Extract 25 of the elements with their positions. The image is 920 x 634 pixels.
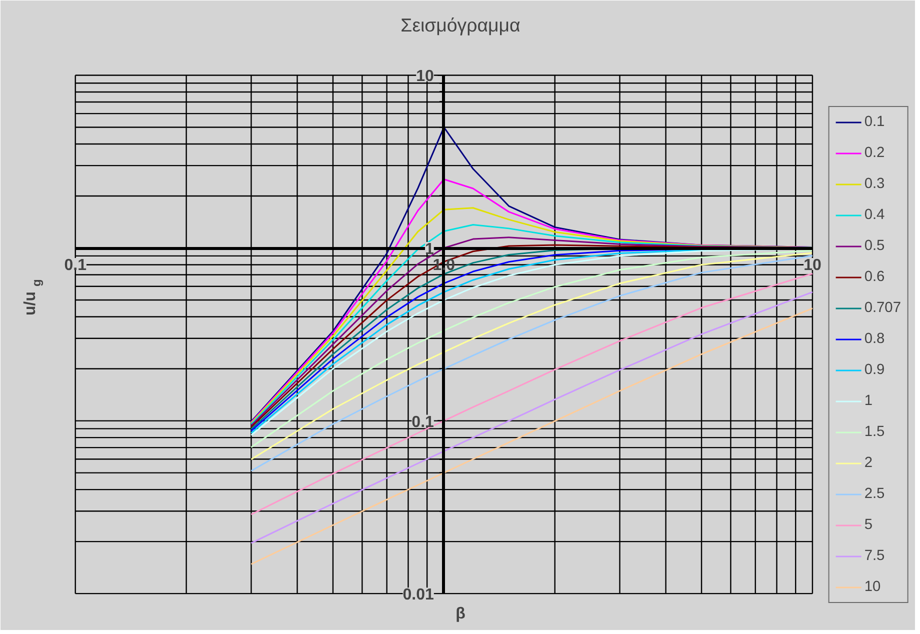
legend-label: 7.5 xyxy=(864,548,885,564)
y-tick-label: 1 xyxy=(425,241,434,258)
chart-title: Σεισμόγραμμα xyxy=(400,14,521,36)
legend-label: 0.3 xyxy=(864,176,885,192)
legend-label: 0.707 xyxy=(864,300,901,316)
legend-label: 2.5 xyxy=(864,486,885,502)
legend-label: 5 xyxy=(864,517,874,533)
legend-label: 1.5 xyxy=(864,424,885,440)
legend-label: 1 xyxy=(864,393,874,409)
legend-label: 0.8 xyxy=(864,331,885,347)
y-axis-title: u/ug xyxy=(22,279,44,316)
y-tick-label: 0.1 xyxy=(412,414,434,431)
x-tick-label: 0.1 xyxy=(64,257,87,274)
legend-label: 10 xyxy=(864,579,882,595)
legend-label: 2 xyxy=(864,455,874,471)
legend-label: 0.5 xyxy=(864,238,885,254)
legend-label: 0.6 xyxy=(864,269,885,285)
legend-label: 0.1 xyxy=(864,114,885,130)
legend-label: 0.2 xyxy=(864,145,885,161)
y-tick-label: 10 xyxy=(416,68,434,86)
y-tick-label: 0.01 xyxy=(402,586,434,604)
legend-label: 0.9 xyxy=(864,362,885,378)
x-axis-title: β xyxy=(456,606,466,622)
legend-label: 0.4 xyxy=(864,207,885,223)
x-tick-label: 10 xyxy=(804,257,822,274)
